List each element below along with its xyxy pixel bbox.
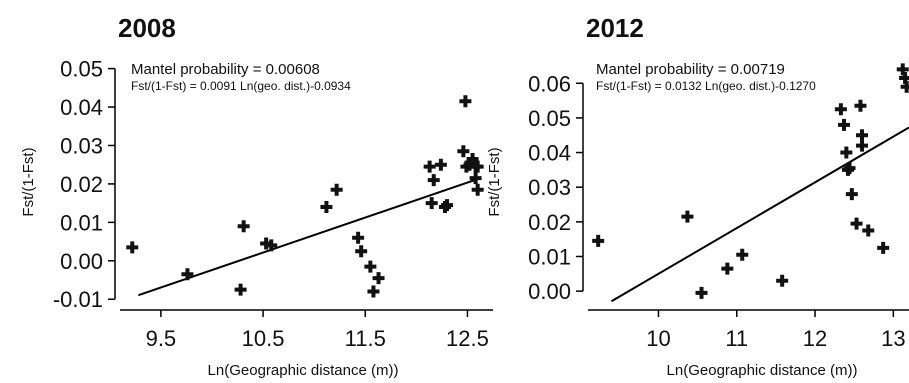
y-tick-label: 0.04 [60, 95, 103, 120]
x-axis-label: Ln(Geographic distance (m)) [208, 362, 399, 379]
x-tick-label: 10.5 [242, 326, 285, 351]
data-point [840, 146, 853, 159]
data-point [900, 80, 909, 93]
data-point [843, 162, 856, 175]
chart-title: 2012 [586, 13, 644, 43]
y-tick-label: 0.03 [60, 133, 103, 158]
data-point [845, 188, 858, 201]
data-point [854, 99, 867, 112]
y-tick-label: 0.02 [60, 172, 103, 197]
data-point [862, 224, 875, 237]
data-point [721, 262, 734, 275]
data-point [181, 268, 194, 281]
x-tick-label: 11.5 [345, 326, 386, 351]
data-point [372, 272, 385, 285]
y-tick-label: -0.01 [53, 287, 103, 312]
y-tick-label: 0.05 [528, 106, 571, 131]
y-axis-label: Fst/(1-Fst) [20, 147, 37, 216]
data-point [237, 220, 250, 233]
data-point [352, 231, 365, 244]
y-axis-label: Fst/(1-Fst) [486, 147, 503, 216]
y-tick-label: 0.00 [60, 249, 103, 274]
data-point [856, 139, 869, 152]
y-tick-label: 0.00 [528, 279, 571, 304]
data-point [471, 183, 484, 196]
data-point [856, 129, 869, 142]
data-point [681, 210, 694, 223]
data-point [736, 248, 749, 261]
x-tick-label: 9.5 [146, 326, 177, 351]
x-tick-label: 12.5 [446, 326, 489, 351]
x-tick-label: 13 [881, 326, 905, 351]
y-tick-label: 0.01 [528, 244, 571, 269]
regression-line [138, 178, 478, 297]
mantel-annotation: Mantel probability = 0.00608 [131, 61, 320, 78]
data-point [364, 260, 377, 273]
mantel-annotation: Mantel probability = 0.00719 [596, 61, 785, 78]
data-point [896, 63, 909, 76]
data-point [434, 158, 447, 171]
regression-equation: Fst/(1-Fst) = 0.0132 Ln(geo. dist.)-0.12… [596, 79, 816, 93]
regression-equation: Fst/(1-Fst) = 0.0091 Ln(geo. dist.)-0.09… [131, 79, 351, 93]
data-point [776, 274, 789, 287]
data-point [877, 241, 890, 254]
data-point [850, 217, 863, 230]
data-point [592, 234, 605, 247]
regression-line [610, 126, 909, 303]
data-point [367, 285, 380, 298]
x-tick-label: 12 [803, 326, 827, 351]
data-point [320, 200, 333, 213]
x-tick-label: 11 [725, 326, 748, 351]
data-point [466, 152, 479, 165]
data-point [695, 286, 708, 299]
data-point [425, 197, 438, 210]
data-point [834, 103, 847, 116]
data-point [423, 160, 436, 173]
data-point [265, 239, 278, 252]
x-axis-label: Ln(Geographic distance (m)) [667, 362, 858, 379]
y-tick-label: 0.06 [528, 71, 571, 96]
data-point [355, 245, 368, 258]
y-tick-label: 0.03 [528, 175, 571, 200]
data-point [427, 174, 440, 187]
data-point [838, 118, 851, 131]
y-tick-label: 0.02 [528, 210, 571, 235]
data-point [457, 145, 470, 158]
y-tick-label: 0.01 [60, 210, 103, 235]
chart-title: 2008 [118, 13, 176, 43]
data-point [463, 158, 476, 171]
y-tick-label: 0.05 [60, 57, 103, 82]
y-tick-label: 0.04 [528, 141, 571, 166]
data-point [471, 160, 484, 173]
panel-2008: 2008 Mantel probability = 0.00608 Fst/(1… [20, 13, 493, 379]
panel-2012: 2012 Mantel probability = 0.00719 Fst/(1… [486, 13, 909, 379]
data-point [330, 183, 343, 196]
x-tick-label: 10 [646, 326, 670, 351]
data-point [441, 199, 454, 212]
data-point [459, 95, 472, 108]
data-point [469, 172, 482, 185]
data-point [234, 283, 247, 296]
data-point [126, 241, 139, 254]
